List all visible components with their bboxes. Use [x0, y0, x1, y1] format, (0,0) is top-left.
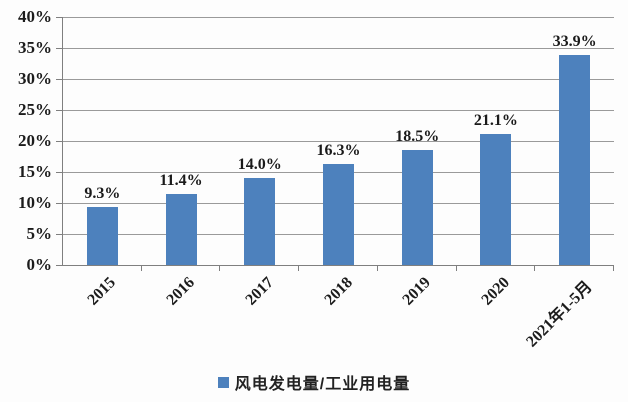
x-axis-label: 2019	[399, 274, 435, 309]
bar-2016	[165, 194, 197, 265]
gridline	[63, 79, 614, 80]
y-axis-label: 0%	[26, 255, 53, 274]
x-axis-label: 2021年1-5月	[523, 278, 596, 351]
bar-value-label: 14.0%	[237, 156, 282, 173]
gridline	[63, 17, 614, 18]
y-axis-label: 35%	[18, 38, 52, 57]
bar-2018	[323, 164, 354, 265]
x-axis-label: 2017	[242, 274, 277, 309]
y-axis-tick	[56, 203, 62, 204]
x-axis-tick	[219, 266, 221, 271]
bar-value-label: 18.5%	[395, 128, 440, 145]
y-axis-tick	[56, 172, 62, 173]
x-axis-label: 2015	[84, 274, 120, 309]
legend-swatch	[217, 376, 229, 388]
gridline	[63, 110, 614, 111]
y-axis-tick	[56, 234, 62, 235]
bar-2019	[401, 150, 433, 265]
bar-value-label: 21.1%	[473, 112, 518, 129]
plot-area: 9.3% 11.4% 14.0% 16.3% 18.5% 21.1% 33.9%	[62, 17, 614, 266]
bar-value-label: 11.4%	[159, 172, 203, 189]
y-axis-label: 30%	[18, 69, 52, 88]
legend: 风电发电量/工业用电量	[0, 370, 628, 394]
x-axis-tick	[140, 266, 142, 271]
y-axis-label: 25%	[18, 100, 52, 119]
y-axis-label: 5%	[26, 224, 53, 243]
x-axis-tick	[455, 266, 457, 271]
bar-value-label: 9.3%	[84, 185, 121, 202]
y-axis-tick	[56, 48, 62, 49]
gridline	[63, 48, 614, 49]
bar-2021年1-5月	[559, 55, 591, 265]
x-axis-label: 2020	[478, 274, 513, 309]
y-axis-tick	[56, 141, 62, 142]
legend-label: 风电发电量/工业用电量	[234, 376, 411, 393]
y-axis-label: 15%	[18, 162, 52, 181]
y-axis-tick	[56, 265, 62, 266]
y-axis-label: 40%	[18, 7, 52, 26]
x-axis-tick	[534, 266, 536, 271]
bar-value-label: 16.3%	[316, 142, 361, 159]
x-axis-tick	[298, 266, 300, 271]
bar-2015	[86, 207, 118, 265]
bar-value-label: 33.9%	[552, 33, 597, 50]
y-axis-label: 20%	[18, 131, 52, 150]
y-axis-tick	[56, 110, 62, 111]
x-axis-label: 2018	[320, 274, 356, 309]
x-axis-label: 2016	[163, 274, 199, 309]
x-axis-tick	[376, 266, 378, 271]
gridline	[63, 141, 614, 142]
y-axis-tick	[56, 79, 62, 80]
x-axis-tick	[613, 266, 614, 271]
y-axis-tick	[56, 17, 62, 18]
y-axis-label: 10%	[18, 193, 52, 212]
bar-2017	[244, 178, 276, 265]
bar-2020	[480, 134, 512, 265]
